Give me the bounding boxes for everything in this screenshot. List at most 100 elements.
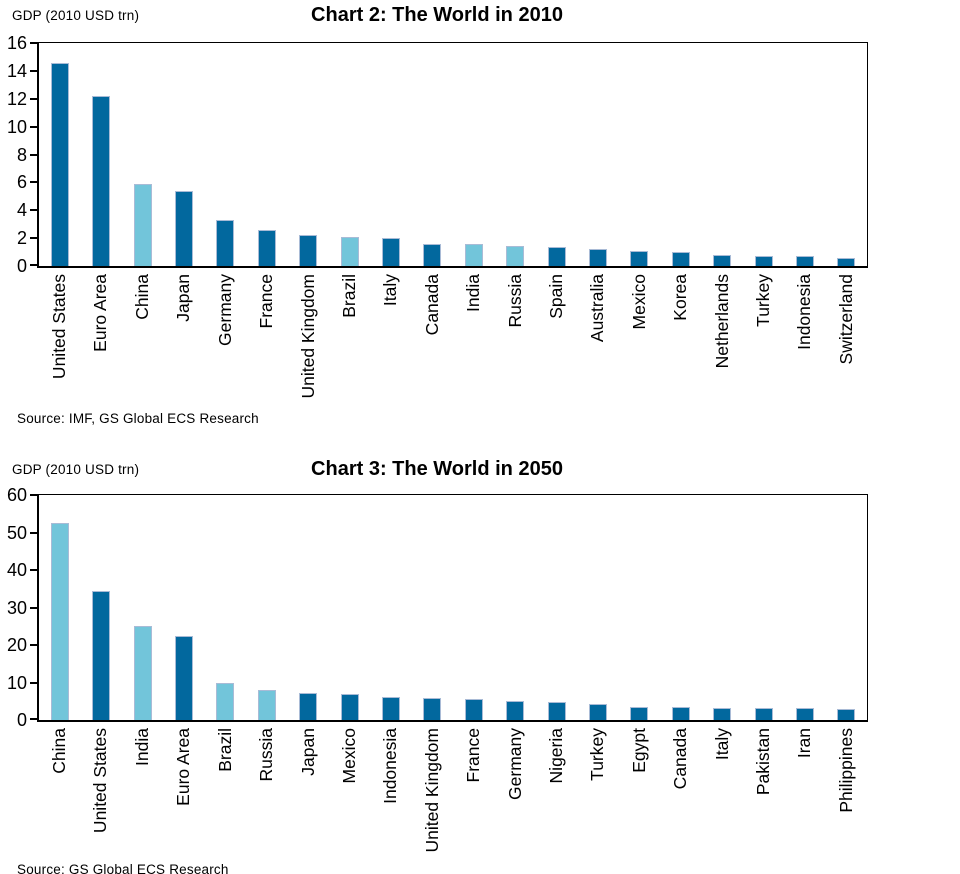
- bar-france: [464, 699, 483, 720]
- bar-japan: [299, 693, 318, 720]
- y-tick-mark: [30, 237, 37, 240]
- x-label-slot: France: [246, 274, 287, 408]
- bar-slot: [370, 495, 411, 720]
- y-tick-label-16: 16: [6, 33, 27, 53]
- chart-3-header: GDP (2010 USD trn) Chart 3: The World in…: [0, 454, 960, 494]
- x-label-slot: Turkey: [743, 274, 784, 408]
- bar-slot: [205, 43, 246, 266]
- x-label-spain: Spain: [545, 274, 566, 319]
- chart-2-title: Chart 2: The World in 2010: [311, 4, 563, 26]
- bar-japan: [174, 190, 193, 266]
- y-tick-label-8: 8: [16, 144, 27, 165]
- x-label-slot: Italy: [370, 274, 411, 408]
- chart-3-y-axis: 0 10 20 30 40 50 60: [0, 486, 37, 729]
- bar-united-states: [92, 590, 111, 720]
- bar-philippines: [837, 708, 856, 720]
- x-label-slot: France: [453, 728, 494, 858]
- bar-united-kingdom: [423, 698, 442, 720]
- x-label-mexico: Mexico: [628, 274, 649, 330]
- x-label-slot: Euro Area: [80, 274, 121, 408]
- bar-slot: [826, 495, 867, 720]
- bar-slot: [412, 495, 453, 720]
- y-tick-mark: [30, 181, 37, 184]
- y-tick-label-4: 4: [16, 200, 27, 221]
- x-label-euro-area: Euro Area: [173, 728, 194, 806]
- x-label-italy: Italy: [380, 274, 401, 307]
- bar-iran: [796, 708, 815, 720]
- bar-switzerland: [837, 258, 856, 266]
- x-label-slot: India: [453, 274, 494, 408]
- y-tick-mark: [30, 153, 37, 156]
- x-label-nigeria: Nigeria: [545, 728, 566, 784]
- bar-slot: [536, 43, 577, 266]
- bar-indonesia: [796, 256, 815, 266]
- bar-pakistan: [754, 708, 773, 720]
- bar-russia: [506, 245, 525, 266]
- x-label-slot: Germany: [205, 274, 246, 408]
- chart-3-plot-area: [37, 494, 868, 722]
- bar-slot: [287, 495, 328, 720]
- x-label-russia: Russia: [504, 274, 525, 328]
- x-label-india: India: [463, 274, 484, 312]
- y-tick-mark: [30, 681, 37, 684]
- x-label-slot: Italy: [702, 728, 743, 858]
- y-tick-label-12: 12: [6, 88, 27, 109]
- bar-slot: [412, 43, 453, 266]
- x-label-slot: United States: [39, 274, 80, 408]
- chart-2-header: GDP (2010 USD trn) Chart 2: The World in…: [0, 0, 960, 42]
- x-label-slot: Brazil: [205, 728, 246, 858]
- bar-slot: [577, 495, 618, 720]
- x-label-slot: China: [122, 274, 163, 408]
- x-label-turkey: Turkey: [752, 274, 773, 327]
- bar-slot: [163, 495, 204, 720]
- x-label-slot: Switzerland: [826, 274, 867, 408]
- x-label-korea: Korea: [670, 274, 691, 321]
- bar-slot: [494, 495, 535, 720]
- bar-slot: [702, 495, 743, 720]
- bar-slot: [743, 43, 784, 266]
- bar-euro-area: [174, 636, 193, 720]
- chart-3-y-axis-unit-label: GDP (2010 USD trn): [12, 462, 140, 477]
- x-label-iran: Iran: [794, 728, 815, 759]
- bar-australia: [588, 248, 607, 266]
- chart-2-source-text: Source: IMF, GS Global ECS Research: [17, 411, 259, 426]
- bar-egypt: [630, 706, 649, 720]
- x-label-australia: Australia: [587, 274, 608, 343]
- bar-united-states: [50, 62, 69, 266]
- bar-slot: [80, 43, 121, 266]
- bar-slot: [826, 43, 867, 266]
- y-tick-mark: [30, 264, 37, 266]
- bar-russia: [257, 690, 276, 720]
- x-label-canada: Canada: [670, 728, 691, 790]
- bar-slot: [453, 43, 494, 266]
- chart-3-world-2050: GDP (2010 USD trn) Chart 3: The World in…: [0, 454, 960, 874]
- bar-netherlands: [713, 254, 732, 266]
- x-label-slot: Mexico: [329, 728, 370, 858]
- bar-euro-area: [92, 95, 111, 266]
- x-label-slot: United Kingdom: [412, 728, 453, 858]
- bar-slot: [122, 495, 163, 720]
- y-tick-mark: [30, 718, 37, 720]
- x-label-china: China: [131, 274, 152, 320]
- x-label-slot: Russia: [246, 728, 287, 858]
- x-label-slot: United Kingdom: [287, 274, 328, 408]
- x-label-mexico: Mexico: [338, 728, 359, 784]
- y-tick-label-0: 0: [16, 710, 27, 730]
- y-tick-mark: [30, 125, 37, 128]
- bar-slot: [536, 495, 577, 720]
- x-label-slot: Turkey: [577, 728, 618, 858]
- bar-turkey: [588, 703, 607, 720]
- y-tick-label-50: 50: [6, 522, 27, 543]
- x-label-slot: Canada: [660, 728, 701, 858]
- bar-slot: [205, 495, 246, 720]
- bar-united-kingdom: [299, 235, 318, 266]
- x-label-germany: Germany: [504, 728, 525, 800]
- bar-china: [50, 522, 69, 720]
- x-label-slot: Australia: [577, 274, 618, 408]
- y-tick-mark: [30, 531, 37, 534]
- bar-canada: [671, 706, 690, 720]
- x-label-japan: Japan: [297, 728, 318, 776]
- y-tick-mark: [30, 69, 37, 72]
- y-tick-mark: [30, 209, 37, 212]
- x-label-slot: Russia: [494, 274, 535, 408]
